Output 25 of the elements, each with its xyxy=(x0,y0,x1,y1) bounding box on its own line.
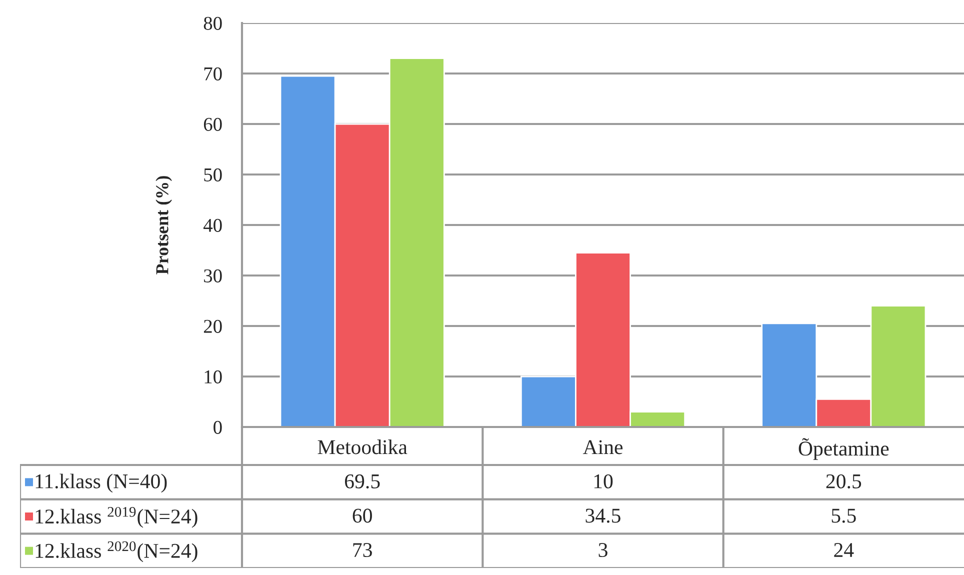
y-tick-label: 70 xyxy=(204,67,222,80)
data-label: 34.5 xyxy=(586,508,620,523)
legend-label: 11.klass (N=40) xyxy=(36,474,167,493)
y-tick-label: 0 xyxy=(214,420,222,434)
x-tick-label: Õpetamine xyxy=(798,438,889,460)
legend-label: 12.klass $^{2020}$(N=24) xyxy=(36,541,198,562)
y-tick-label: 50 xyxy=(204,168,222,182)
data-label: 10 xyxy=(594,474,613,488)
y-tick-label: 60 xyxy=(204,118,222,131)
data-label: 20.5 xyxy=(826,474,862,488)
x-tick-label: Aine xyxy=(582,440,623,454)
data-label: 5.5 xyxy=(832,508,856,523)
data-label: 73 xyxy=(353,543,372,558)
data-label: 3 xyxy=(598,543,608,558)
y-axis-title: Protsent (%) xyxy=(156,176,172,274)
y-tick-label: 20 xyxy=(204,320,222,333)
data-label: 24 xyxy=(834,543,854,557)
y-tick-label: 30 xyxy=(204,269,222,282)
y-tick-label: 40 xyxy=(203,218,222,232)
x-tick-label: Metoodika xyxy=(318,440,408,454)
data-label: 69.5 xyxy=(345,474,380,488)
y-tick-label: 10 xyxy=(204,370,222,384)
data-label: 60 xyxy=(352,508,372,523)
y-tick-label: 80 xyxy=(204,16,222,30)
legend-label: 12.klass $^{2019}$(N=24) xyxy=(36,506,198,528)
